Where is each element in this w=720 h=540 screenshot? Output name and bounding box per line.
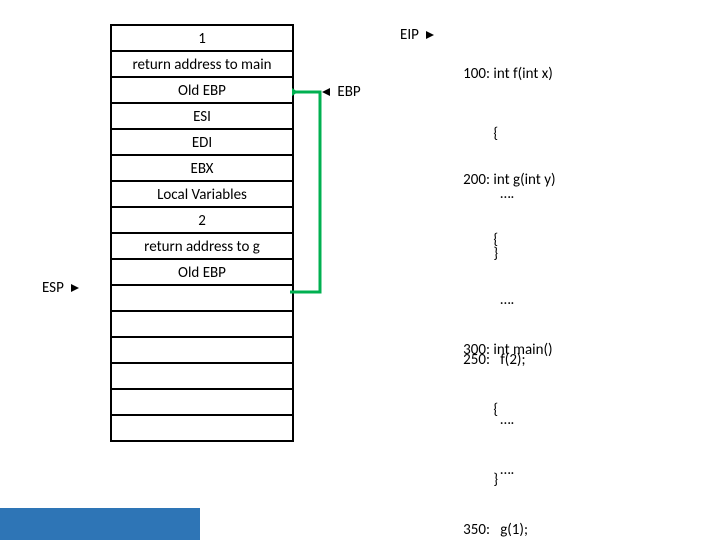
stack-row: Old EBP	[112, 260, 292, 286]
stack-row	[112, 286, 292, 312]
esp-label: ESP	[42, 279, 79, 297]
stack-row: return address to g	[112, 234, 292, 260]
code-addr: 350:	[448, 520, 490, 540]
code-line: 200: int g(int y)	[448, 170, 556, 190]
code-text: {	[493, 401, 498, 419]
code-line: 350: g(1);	[448, 520, 553, 540]
ebp-text: EBP	[337, 83, 360, 101]
stack-row: Local Variables	[112, 182, 292, 208]
stack-table: 1 return address to main Old EBP ESI EDI…	[110, 24, 294, 442]
code-text: g(1);	[493, 521, 528, 539]
eip-text: EIP	[400, 26, 419, 44]
stack-row: EDI	[112, 130, 292, 156]
stack-row	[112, 390, 292, 416]
stack-row: 2	[112, 208, 292, 234]
code-addr: 100:	[448, 64, 490, 84]
code-text: int g(int y)	[493, 171, 555, 189]
stack-row	[112, 364, 292, 390]
code-text: {	[493, 231, 498, 249]
code-text: int main()	[493, 341, 552, 359]
code-addr: 200:	[448, 170, 490, 190]
code-text: ….	[493, 461, 514, 479]
code-addr: 300:	[448, 340, 490, 360]
arrow-right-icon	[71, 284, 79, 292]
footer-accent-bar	[0, 508, 200, 540]
code-line: ….	[448, 460, 553, 480]
stack-row: Old EBP	[112, 78, 292, 104]
code-line: 300: int main()	[448, 340, 553, 360]
eip-label: EIP	[400, 26, 434, 44]
stack-row: 1	[112, 26, 292, 52]
arrow-right-icon	[426, 31, 434, 39]
esp-text: ESP	[42, 279, 64, 297]
code-block-main: 300: int main() { …. 350: g(1); …. }	[448, 300, 553, 540]
arrow-left-icon	[322, 88, 330, 96]
stack-row: EBX	[112, 156, 292, 182]
stack-row: ESI	[112, 104, 292, 130]
ebp-label: EBP	[322, 83, 361, 101]
code-line: {	[448, 230, 556, 250]
stack-row	[112, 338, 292, 364]
stack-row	[112, 312, 292, 338]
code-line: {	[448, 400, 553, 420]
frame-pointer-arrow	[290, 78, 340, 298]
code-line: 100: int f(int x)	[448, 64, 553, 84]
code-text: int f(int x)	[493, 65, 552, 83]
stack-row	[112, 416, 292, 442]
stack-row: return address to main	[112, 52, 292, 78]
